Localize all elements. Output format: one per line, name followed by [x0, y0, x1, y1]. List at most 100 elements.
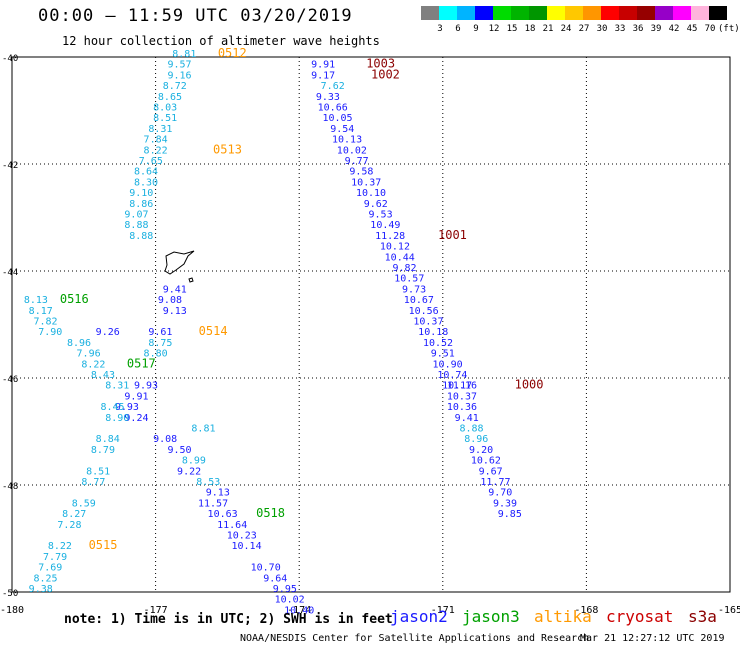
scale-swatch [709, 6, 727, 20]
data-point-jason2: 10.40 [284, 605, 314, 616]
data-point-jason2: 10.56 [409, 306, 439, 317]
data-point-altika: 8.88 [129, 231, 153, 242]
data-point-altika: 9.38 [29, 584, 53, 595]
chart-subtitle: 12 hour collection of altimeter wave hei… [62, 34, 380, 48]
scale-label: 3 [437, 24, 443, 34]
scale-label: 42 [668, 24, 680, 34]
data-point-altika: 8.75 [148, 338, 172, 349]
data-point-altika: 8.53 [196, 477, 220, 488]
data-point-jason2: 10.44 [385, 252, 415, 263]
data-point-altika: 9.07 [124, 210, 148, 221]
pass-label: 0513 [213, 142, 242, 156]
legend-entry-jason3: jason3 [462, 607, 520, 626]
x-tick-label: -168 [574, 605, 598, 616]
data-point-altika: 8.45 [100, 402, 124, 413]
data-point-altika: 7.62 [321, 81, 345, 92]
scale-swatch [421, 6, 439, 20]
data-point-jason2: 9.33 [316, 92, 340, 103]
data-point-altika: 8.79 [91, 445, 115, 456]
data-point-jason2: 9.41 [455, 413, 479, 424]
scale-label: 27 [578, 24, 590, 34]
data-point-jason2: 10.90 [433, 359, 463, 370]
data-point-jason2: 9.22 [177, 466, 201, 477]
data-point-altika: 8.90 [105, 413, 129, 424]
data-point-jason2: 10.49 [370, 220, 400, 231]
data-point-jason2: 9.82 [392, 263, 416, 274]
data-point-jason2: 10.02 [275, 595, 305, 606]
legend-entry-jason2: jason2 [390, 607, 448, 626]
footer-timestamp: Mar 21 12:27:12 UTC 2019 [580, 633, 725, 644]
data-point-altika: 8.77 [81, 477, 105, 488]
data-point-jason2: 10.66 [318, 103, 348, 114]
pass-label: 1003 [366, 57, 395, 71]
data-point-altika: 8.31 [105, 381, 129, 392]
data-point-jason2: 10.05 [322, 113, 352, 124]
data-point-jason2: 9.20 [469, 445, 493, 456]
pass-label: 0515 [89, 538, 118, 552]
scale-swatch [547, 6, 565, 20]
data-point-jason2: 9.64 [263, 573, 287, 584]
scale-swatch [439, 6, 457, 20]
data-point-jason2: 10.67 [404, 295, 434, 306]
data-point-jason2: 9.73 [402, 284, 426, 295]
chart-title: 00:00 – 11:59 UTC 03/20/2019 [38, 6, 353, 26]
data-point-jason2: 9.26 [96, 327, 120, 338]
pass-label: 0516 [60, 292, 89, 306]
data-point-jason2: 9.08 [158, 295, 182, 306]
data-point-jason2: 10.52 [423, 338, 453, 349]
data-point-jason2: 9.08 [153, 434, 177, 445]
pass-label: 0517 [127, 356, 156, 370]
data-point-jason2: 11.16 [447, 381, 477, 392]
footer-credit: NOAA/NESDIS Center for Satellite Applica… [240, 633, 590, 644]
data-point-altika: 8.80 [144, 349, 168, 360]
data-point-jason2: 10.14 [231, 541, 261, 552]
data-point-altika: 7.84 [144, 135, 168, 146]
data-point-jason2: 10.74 [437, 370, 467, 381]
island-outline [188, 277, 194, 283]
y-tick-label: -44 [2, 268, 18, 278]
pass-label: 0512 [218, 46, 247, 60]
data-point-altika: 8.99 [182, 456, 206, 467]
data-point-altika: 7.65 [139, 156, 163, 167]
data-point-jason2: 10.12 [380, 242, 410, 253]
scale-swatch [601, 6, 619, 20]
data-point-jason2: 10.63 [208, 509, 238, 520]
data-point-altika: 8.86 [129, 199, 153, 210]
data-point-jason2: 11.57 [198, 498, 228, 509]
x-tick-label: -165 [718, 605, 740, 616]
data-point-altika: 8.84 [96, 434, 120, 445]
data-point-jason2: 10.62 [471, 456, 501, 467]
scale-swatch [655, 6, 673, 20]
scale-swatch [673, 6, 691, 20]
data-point-jason2: 9.53 [369, 210, 393, 221]
data-point-jason2: 9.13 [163, 306, 187, 317]
data-point-jason2: 9.61 [148, 327, 172, 338]
data-point-jason2: 9.54 [330, 124, 354, 135]
data-point-jason2: 10.36 [447, 402, 477, 413]
pass-label: 0518 [256, 506, 285, 520]
scale-label: 36 [632, 24, 644, 34]
data-point-altika: 8.27 [62, 509, 86, 520]
pass-label: 1002 [371, 67, 400, 81]
data-point-altika: 7.79 [43, 552, 67, 563]
data-point-jason2: 10.37 [413, 317, 443, 328]
data-point-jason2: 9.70 [488, 488, 512, 499]
y-tick-label: -50 [2, 589, 18, 599]
data-point-jason2: 9.85 [498, 509, 522, 520]
scale-label: 33 [614, 24, 626, 34]
y-tick-label: -40 [2, 54, 18, 64]
data-point-altika: 8.51 [86, 466, 110, 477]
scale-swatch [457, 6, 475, 20]
x-tick-label: -177 [144, 605, 168, 616]
data-point-jason2: 9.24 [124, 413, 148, 424]
island-outline [164, 250, 195, 275]
data-point-jason2: 10.17 [442, 381, 472, 392]
data-point-jason2: 10.18 [418, 327, 448, 338]
data-point-jason2: 9.41 [163, 284, 187, 295]
data-point-altika: 8.22 [81, 359, 105, 370]
data-point-jason2: 10.70 [251, 563, 281, 574]
data-point-jason2: 10.37 [351, 177, 381, 188]
y-tick-label: -46 [2, 375, 18, 385]
scale-label: 18 [524, 24, 536, 34]
